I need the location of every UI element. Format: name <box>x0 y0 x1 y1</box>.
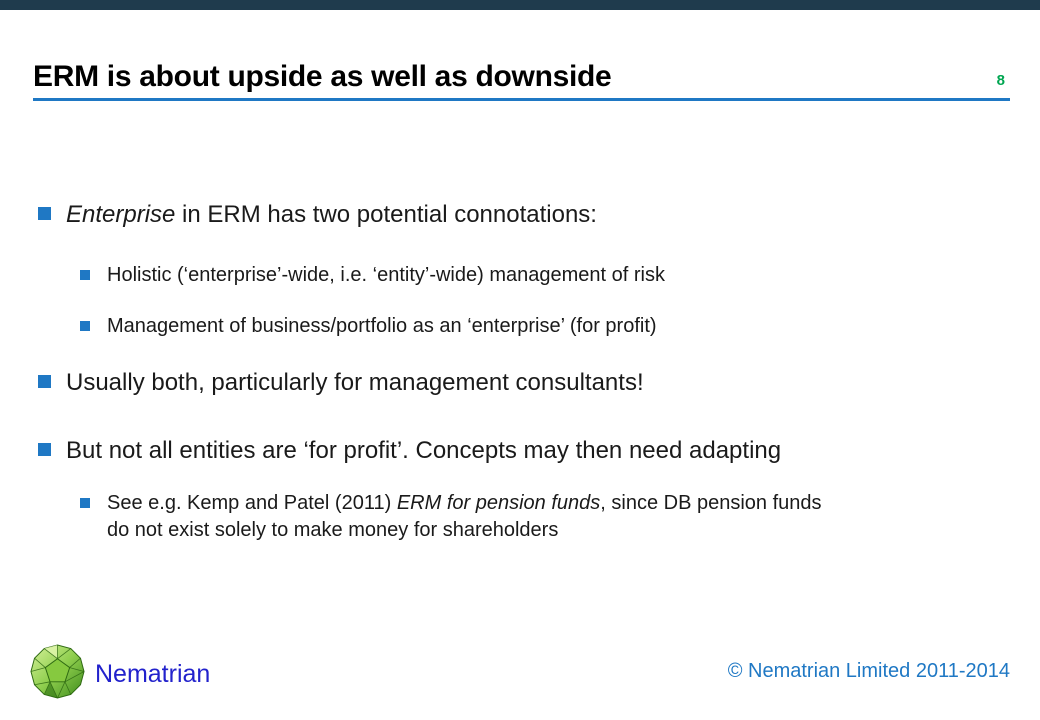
bullet-square-icon <box>80 498 90 508</box>
page-number: 8 <box>996 72 1005 89</box>
bullet-item: Management of business/portfolio as an ‘… <box>38 313 1000 340</box>
bullet-square-icon <box>38 443 51 456</box>
bullet-text: Usually both, particularly for managemen… <box>66 369 644 396</box>
bullet-item: But not all entities are ‘for profit’. C… <box>38 436 1000 466</box>
page-title: ERM is about upside as well as downside <box>33 60 612 93</box>
title-underline-rule <box>33 98 1010 101</box>
bullet-list: Enterprise in ERM has two potential conn… <box>38 200 1000 544</box>
bullet-text: Enterprise in ERM has two potential conn… <box>66 201 597 228</box>
bullet-text: Management of business/portfolio as an ‘… <box>107 315 657 337</box>
bullet-text: Holistic (‘enterprise’-wide, i.e. ‘entit… <box>107 264 665 286</box>
bullet-square-icon <box>80 321 90 331</box>
bullet-square-icon <box>38 207 51 220</box>
copyright-text: © Nematrian Limited 2011-2014 <box>727 660 1010 682</box>
bullet-item: See e.g. Kemp and Patel (2011) ERM for p… <box>38 490 1000 544</box>
brand-name: Nematrian <box>95 659 211 688</box>
footer-brand: Nematrian <box>29 643 210 705</box>
nematrian-polyhedron-logo-icon <box>29 643 86 705</box>
slide-header: ERM is about upside as well as downside … <box>33 60 1010 101</box>
bullet-text: But not all entities are ‘for profit’. C… <box>66 437 782 464</box>
bullet-text: See e.g. Kemp and Patel (2011) ERM for p… <box>107 492 822 541</box>
bullet-square-icon <box>38 375 51 388</box>
bullet-item: Holistic (‘enterprise’-wide, i.e. ‘entit… <box>38 262 1000 289</box>
bullet-square-icon <box>80 270 90 280</box>
top-accent-bar <box>0 0 1040 10</box>
bullet-item: Usually both, particularly for managemen… <box>38 368 1000 398</box>
bullet-item: Enterprise in ERM has two potential conn… <box>38 200 1000 230</box>
